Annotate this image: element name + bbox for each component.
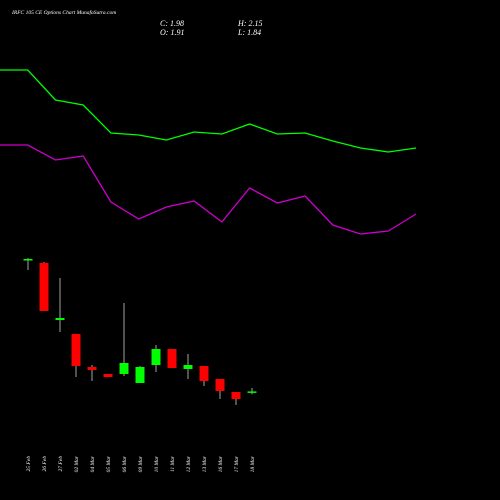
x-tick-label: 05 Mar xyxy=(106,455,112,472)
candle-body xyxy=(215,379,225,391)
candle-body xyxy=(55,318,65,320)
candle-body xyxy=(119,363,129,374)
candle-body xyxy=(71,334,81,366)
candle-body xyxy=(247,391,257,393)
x-tick-label: 26 Feb xyxy=(42,456,48,472)
candle-body xyxy=(183,365,193,369)
chart-title: IRFC 105 CE Options Chart MunafaSutra.co… xyxy=(11,9,116,16)
header-open: O: 1.91 xyxy=(160,28,184,37)
candle-body xyxy=(199,366,209,381)
x-tick-label: 10 Mar xyxy=(154,455,160,472)
header-low: L: 1.84 xyxy=(237,28,261,37)
x-tick-label: 13 Mar xyxy=(202,455,208,472)
x-tick-label: 02 Mar xyxy=(74,455,80,472)
candle-body xyxy=(23,259,33,261)
x-tick-label: 16 Mar xyxy=(218,455,224,472)
candle-body xyxy=(167,349,177,368)
x-tick-label: 25 Feb xyxy=(26,456,32,472)
candle-body xyxy=(87,367,97,370)
candle-body xyxy=(135,367,145,383)
x-tick-label: 17 Mar xyxy=(234,455,240,472)
x-tick-label: 27 Feb xyxy=(58,456,64,472)
x-tick-label: 06 Mar xyxy=(122,455,128,472)
indicator-line xyxy=(0,144,417,235)
x-tick-label: 04 Mar xyxy=(89,455,96,472)
header-high: H: 2.15 xyxy=(237,19,262,28)
candle-body xyxy=(39,263,49,311)
x-tick-label: 12 Mar xyxy=(186,455,192,472)
candle-body xyxy=(151,349,161,365)
x-tick-label: 11 Mar xyxy=(170,455,176,472)
header-close: C: 1.98 xyxy=(160,19,184,28)
candle-body xyxy=(231,392,241,399)
x-tick-label: 18 Mar xyxy=(250,455,256,472)
candle-body xyxy=(103,374,113,377)
x-tick-label: 09 Mar xyxy=(138,455,144,472)
indicator-line xyxy=(0,69,417,153)
